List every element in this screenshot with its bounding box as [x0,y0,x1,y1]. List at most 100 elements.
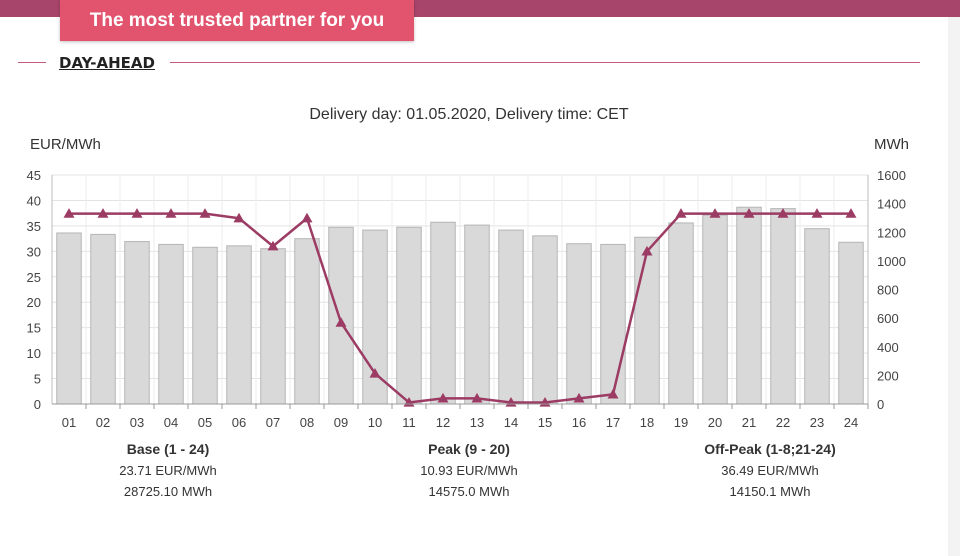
x-tick-label: 02 [96,415,110,430]
x-tick-label: 23 [810,415,824,430]
price-point [709,208,721,218]
y-right-tick-label: 800 [877,283,899,298]
volume-bar [124,241,150,405]
price-point [607,388,619,399]
price-point [267,240,279,251]
summary-off-peak-price: 36.49 EUR/MWh [721,463,819,478]
price-point [335,317,347,327]
y-right-tick-label: 400 [877,340,899,355]
price-point [573,392,585,403]
x-tick-label: 21 [742,415,756,430]
volume-bar [770,208,796,405]
x-tick-label: 05 [198,415,212,430]
y-left-tick-label: 20 [27,295,41,310]
x-tick-label: 15 [538,415,552,430]
x-tick-label: 04 [164,415,178,430]
volume-bar [532,235,558,405]
price-line [63,208,857,407]
volume-bar [396,226,422,405]
y-right-tick-label: 200 [877,368,899,383]
x-tick-label: 24 [844,415,858,430]
price-point [845,208,857,218]
volume-bar [804,228,830,405]
chart-title: Delivery day: 01.05.2020, Delivery time:… [309,106,628,123]
summary-base: Base (1 - 24) 23.71 EUR/MWh 28725.10 MWh [58,439,278,502]
x-tick-label: 22 [776,415,790,430]
summary-base-volume: 28725.10 MWh [123,484,213,499]
page-edge-shadow [948,17,960,556]
x-tick-label: 01 [62,415,76,430]
tagline-banner: The most trusted partner for you [60,0,414,41]
y-left-tick-label: 25 [27,270,41,285]
y-left-tick-label: 40 [27,193,41,208]
price-point [199,208,211,218]
x-tick-label: 03 [130,415,144,430]
y-axis-right-label: MWh [874,136,909,153]
volume-bar [430,221,456,405]
x-tick-label: 16 [572,415,586,430]
y-left-tick-label: 45 [27,168,41,183]
price-point [165,208,177,218]
price-point [471,392,483,403]
volume-bar [634,236,660,405]
volume-bar [362,229,388,405]
volume-bar [668,222,694,405]
volume-bars [56,206,864,405]
volume-bar [90,233,116,405]
y-right-tick-label: 1400 [877,197,906,212]
x-tick-label: 12 [436,415,450,430]
volume-bar [328,226,354,405]
x-tick-label: 13 [470,415,484,430]
x-tick-label: 11 [402,415,416,430]
y-left-tick-label: 35 [27,219,41,234]
price-point [777,208,789,218]
x-tick-label: 10 [368,415,382,430]
x-tick-label: 09 [334,415,348,430]
volume-bar [702,214,728,405]
y-left-tick-label: 0 [34,397,41,412]
y-left-tick-label: 10 [27,346,41,361]
price-point [369,367,381,378]
y-left-tick-label: 5 [34,372,41,387]
y-right-tick-label: 1600 [877,168,906,183]
summary-peak: Peak (9 - 20) 10.93 EUR/MWh 14575.0 MWh [359,439,579,502]
summary-off-peak-title: Off-Peak (1-8;21-24) [704,441,836,457]
volume-bar [260,248,286,405]
price-point [131,208,143,218]
x-tick-label: 08 [300,415,314,430]
price-point [97,208,109,218]
section-divider-right [170,62,920,63]
volume-bar [294,238,320,405]
y-axis-left-label: EUR/MWh [30,136,101,153]
price-series-line [69,212,851,404]
price-point [437,392,449,403]
section-title[interactable]: DAY-AHEAD [59,54,155,72]
volume-bar [838,241,864,405]
summary-off-peak-volume: 14150.1 MWh [729,484,811,499]
x-tick-label: 20 [708,415,722,430]
y-right-tick-label: 0 [877,397,884,412]
volume-bar [736,206,762,405]
volume-bar [226,245,252,405]
y-left-tick-label: 30 [27,244,41,259]
price-point [743,208,755,218]
summary-base-price: 23.71 EUR/MWh [119,463,217,478]
volume-bar [192,246,218,405]
summary-base-title: Base (1 - 24) [126,441,210,457]
price-point [301,212,313,223]
y-right-tick-label: 1000 [877,254,906,269]
summary-peak-title: Peak (9 - 20) [428,441,510,457]
y-right-tick-label: 1200 [877,225,906,240]
section-divider-left [18,62,46,63]
summary-peak-volume: 14575.0 MWh [428,484,510,499]
x-tick-label: 19 [674,415,688,430]
price-point [811,208,823,218]
axes: 0510152025303540450200400600800100012001… [27,168,906,430]
x-tick-label: 06 [232,415,246,430]
y-left-tick-label: 15 [27,321,41,336]
x-tick-label: 07 [266,415,280,430]
volume-bar [566,243,592,405]
y-right-tick-label: 600 [877,311,899,326]
summary-peak-price: 10.93 EUR/MWh [420,463,518,478]
